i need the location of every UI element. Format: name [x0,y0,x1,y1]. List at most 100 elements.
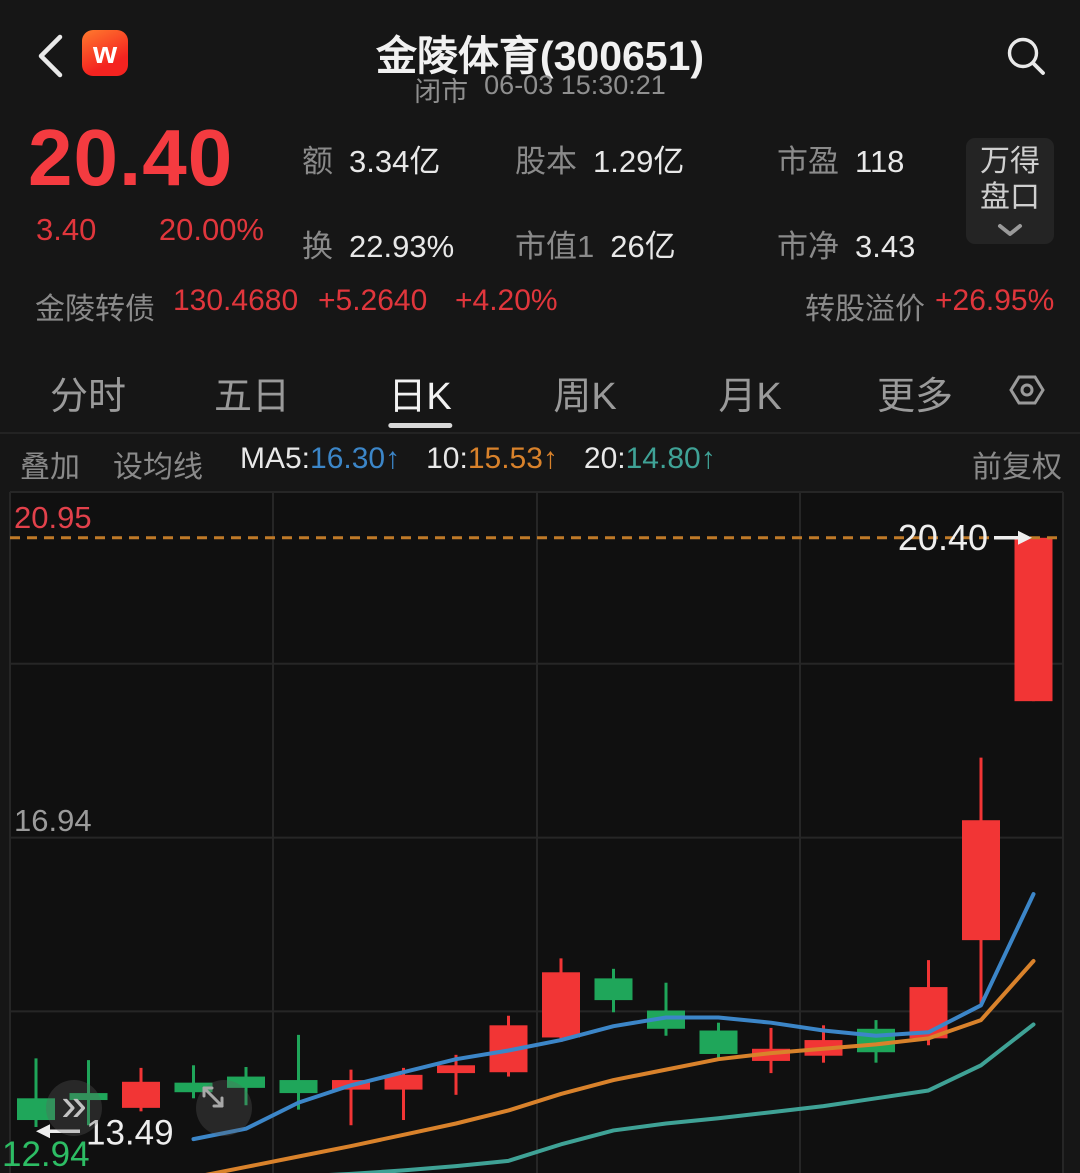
wind-panel-label-1: 万得 [980,145,1040,178]
stat-value: 3.34亿 [349,144,441,179]
kline-chart[interactable]: 20.40 20.95 16.94 12.94 13.49 » [0,488,1080,1173]
quote-timestamp: 06-03 15:30:21 [484,70,666,100]
stat-label: 市盈 [777,144,839,179]
market-status: 闭市 [414,77,469,107]
last-price: 20.40 [28,113,234,202]
bond-premium-value: +26.95% [935,284,1055,317]
ma-number: 16.30 [310,442,386,475]
candle-body[interactable] [227,1076,265,1088]
quote-stats: 额 3.34亿 股本 1.29亿 市盈 118 换 22.93% 市值1 26亿 市净 3… [302,136,977,266]
bond-change: +5.2640 [318,284,428,317]
bond-name: 金陵转债 [35,293,155,326]
axis-label-bottom: 12.94 [2,1135,90,1173]
ma20-line [328,1022,1036,1173]
ma-value-ma5: MA5:16.30↑ [240,442,400,476]
tab-分时[interactable]: 分时 [50,360,126,424]
candle-body[interactable] [69,1093,108,1101]
active-tab-underline [387,423,452,428]
candle-body[interactable] [174,1082,213,1093]
chevron-left-icon [38,34,63,78]
overlay-button[interactable]: 叠加 [20,451,80,484]
candle-body[interactable] [542,972,580,1038]
ma10-line [205,958,1036,1173]
wind-logo-letter: w [92,35,118,70]
ma-value-ma10: 10:15.53↑ [426,442,558,476]
settings-hexagon-icon [1009,375,1045,405]
stat-value: 1.29亿 [593,144,685,179]
wind-panel-button[interactable]: 万得 盘口 [966,138,1054,244]
set-ma-button[interactable]: 设均线 [113,451,203,484]
tab-label: 月K [718,375,782,418]
wind-panel-label-2: 盘口 [980,181,1040,214]
wind-logo-icon[interactable]: w [82,30,128,76]
scale-handle-button[interactable] [196,1080,252,1136]
stat-value: 3.43 [855,229,916,264]
tab-日K[interactable]: 日K [387,360,452,428]
tab-月K[interactable]: 月K [718,360,781,424]
price-change: 3.40 [36,212,97,247]
bond-premium-label: 转股溢价 [805,293,925,326]
candle-body[interactable] [122,1081,160,1108]
stat-item: 换 22.93% [302,221,515,266]
ma-number: 15.53 [467,442,543,475]
ma-up-arrow: ↑ [385,442,401,475]
candle-body[interactable] [909,987,948,1039]
candle-body[interactable] [857,1028,895,1053]
fast-rewind-button[interactable]: » [46,1078,102,1136]
ma-up-arrow: ↑ [700,442,716,475]
candle-body[interactable] [384,1074,423,1090]
candle-body[interactable] [594,978,633,1001]
tab-更多[interactable]: 更多 [877,360,953,424]
price-change-row: 3.40 20.00% [36,212,264,248]
stat-value: 118 [855,144,905,179]
adjust-mode-button[interactable]: 前复权 [972,451,1062,484]
stat-item: 市值1 26亿 [515,221,777,266]
stat-value: 22.93% [349,229,455,264]
search-button[interactable] [1002,32,1050,80]
stat-item: 额 3.34亿 [302,136,515,181]
axis-label-top: 20.95 [14,500,92,535]
chevron-down-icon [998,224,1022,236]
candle-body[interactable] [699,1030,738,1054]
tab-五日[interactable]: 五日 [214,360,290,424]
ma-up-arrow: ↑ [542,442,558,475]
candle-body[interactable] [1014,537,1053,702]
tab-label: 周K [553,375,617,418]
back-button[interactable] [30,30,72,82]
candle-body[interactable] [962,820,1000,941]
ma5-line [191,892,1036,1142]
stat-item: 股本 1.29亿 [515,136,777,181]
candle-body[interactable] [17,1098,55,1121]
diagonal-resize-icon [202,1086,224,1108]
fast-rewind-icon: » [61,1078,87,1130]
tab-周K[interactable]: 周K [553,360,616,424]
candle-body[interactable] [279,1080,318,1094]
page-title: 金陵体育(300651) [375,33,705,79]
stat-item: 市净 3.43 [777,221,977,266]
tab-label: 更多 [876,375,954,418]
stat-value: 26亿 [610,229,676,264]
ma-label: 20: [583,442,626,475]
axis-label-mid: 16.94 [14,803,92,838]
bond-price: 130.4680 [173,284,299,317]
header: w 金陵体育(300651) 闭市 06-03 15:30:21 [0,0,1080,112]
stat-label: 市净 [777,229,839,264]
stat-label: 股本 [515,144,577,179]
period-tabs: 分时 五日 日K 周K 月K 更多 [0,350,1080,434]
tab-label: 日K [388,375,452,418]
candle-body[interactable] [437,1065,475,1074]
low-marker-label: 13.49 [86,1113,174,1152]
current-price-label: 20.40 [898,517,988,558]
price-change-pct: 20.00% [158,212,264,247]
bond-row[interactable]: 金陵转债 130.4680 +5.2640 +4.20% 转股溢价 +26.95… [0,284,1080,328]
market-status-row: 闭市 06-03 15:30:21 [0,70,1080,109]
stat-item: 市盈 118 [777,136,977,181]
ma-label: 10: [426,442,468,475]
tab-label: 分时 [49,375,127,418]
ma-value-ma20: 20:14.80↑ [584,442,716,476]
candle-body[interactable] [647,1010,685,1029]
chart-settings-button[interactable] [1007,370,1047,415]
ma-values: MA5:16.30↑ 10:15.53↑ 20:14.80↑ [240,442,716,476]
